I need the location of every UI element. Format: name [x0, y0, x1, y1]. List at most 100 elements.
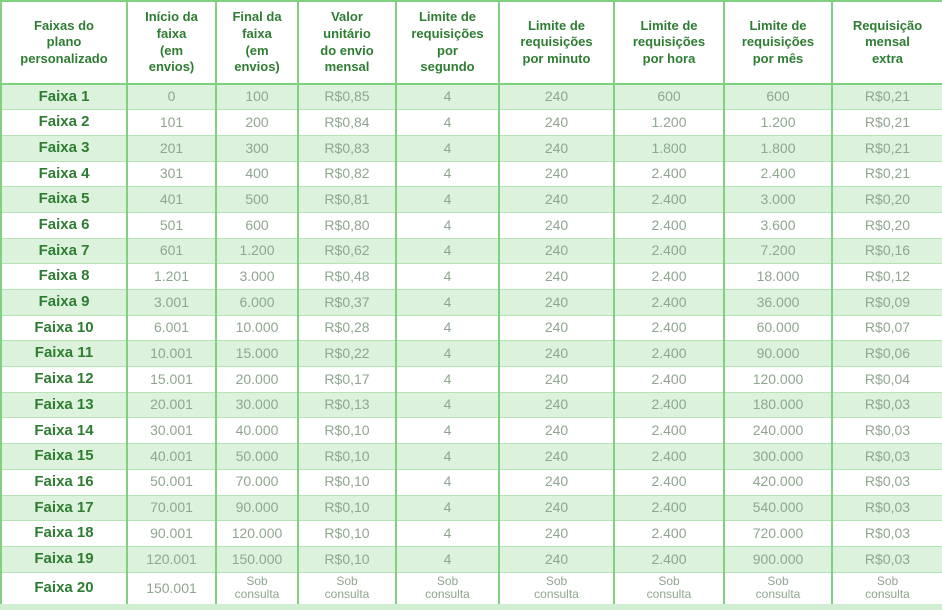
table-row: Faixa 10 6.001 10.000 R$0,28 4 240 2.400 60.000… [0, 314, 942, 342]
data-cell: R$0,03 [831, 520, 942, 547]
data-cell: R$0,22 [297, 340, 397, 368]
data-cell: R$0,62 [297, 237, 397, 265]
data-cell: R$0,10 [297, 468, 397, 496]
data-cell: 2.400 [613, 211, 725, 239]
data-cell: 150.001 [126, 571, 217, 607]
data-cell: Sob consulta [215, 571, 299, 607]
data-cell: 201 [126, 134, 217, 162]
header-cell: Faixas do plano personalizado [0, 0, 128, 85]
data-cell: 40.000 [215, 417, 299, 445]
data-cell: 4 [395, 160, 500, 188]
data-cell: R$0,10 [297, 443, 397, 470]
data-cell: 120.000 [723, 366, 833, 393]
data-cell: R$0,21 [831, 109, 942, 136]
data-cell: R$0,17 [297, 366, 397, 393]
data-cell: R$0,20 [831, 186, 942, 213]
data-cell: 4 [395, 289, 500, 316]
data-cell: R$0,12 [831, 263, 942, 290]
data-cell: 4 [395, 237, 500, 265]
data-cell: 240 [498, 366, 615, 393]
data-cell: 401 [126, 186, 217, 213]
data-cell: R$0,81 [297, 186, 397, 213]
data-cell: R$0,03 [831, 468, 942, 496]
data-cell: R$0,10 [297, 520, 397, 547]
data-cell: 2.400 [613, 237, 725, 265]
data-cell: 4 [395, 443, 500, 470]
data-cell: 2.400 [613, 186, 725, 213]
data-cell: 1.201 [126, 263, 217, 290]
data-cell: 500 [215, 186, 299, 213]
data-cell: 20.000 [215, 366, 299, 393]
row-label: Faixa 3 [0, 134, 128, 162]
data-cell: 0 [126, 83, 217, 111]
data-cell: 2.400 [613, 494, 725, 522]
table-row: Faixa 15 40.001 50.000 R$0,10 4 240 2.400 300.0… [0, 443, 942, 470]
data-cell: 240 [498, 83, 615, 111]
data-cell: Sob consulta [297, 571, 397, 607]
table-row: Faixa 17 70.001 90.000 R$0,10 4 240 2.400 540.0… [0, 494, 942, 522]
data-cell: 2.400 [613, 263, 725, 290]
data-cell: 2.400 [613, 443, 725, 470]
row-label: Faixa 9 [0, 289, 128, 316]
row-label: Faixa 1 [0, 83, 128, 111]
row-label: Faixa 17 [0, 494, 128, 522]
data-cell: 1.200 [215, 237, 299, 265]
table-row: Faixa 8 1.201 3.000 R$0,48 4 240 2.400 18.000 R$… [0, 263, 942, 290]
row-label: Faixa 18 [0, 520, 128, 547]
data-cell: R$0,85 [297, 83, 397, 111]
table-row: Faixa 16 50.001 70.000 R$0,10 4 240 2.400 420.0… [0, 468, 942, 496]
data-cell: 4 [395, 83, 500, 111]
data-cell: 240 [498, 160, 615, 188]
data-cell: R$0,21 [831, 134, 942, 162]
data-cell: Sob consulta [613, 571, 725, 607]
data-cell: 70.000 [215, 468, 299, 496]
row-label: Faixa 4 [0, 160, 128, 188]
data-cell: 600 [723, 83, 833, 111]
table-row: Faixa 9 3.001 6.000 R$0,37 4 240 2.400 36.000 R$… [0, 289, 942, 316]
data-cell: R$0,84 [297, 109, 397, 136]
data-cell: 2.400 [613, 417, 725, 445]
data-cell: 6.000 [215, 289, 299, 316]
data-cell: R$0,09 [831, 289, 942, 316]
data-cell: R$0,28 [297, 314, 397, 342]
data-cell: Sob consulta [395, 571, 500, 607]
data-cell: 4 [395, 366, 500, 393]
table-row: Faixa 19 120.001 150.000 R$0,10 4 240 2.400 900… [0, 545, 942, 573]
row-label: Faixa 5 [0, 186, 128, 213]
row-label: Faixa 6 [0, 211, 128, 239]
row-label: Faixa 14 [0, 417, 128, 445]
data-cell: 20.001 [126, 391, 217, 419]
data-cell: R$0,21 [831, 160, 942, 188]
data-cell: R$0,48 [297, 263, 397, 290]
data-cell: Sob consulta [723, 571, 833, 607]
data-cell: R$0,03 [831, 545, 942, 573]
row-label: Faixa 15 [0, 443, 128, 470]
data-cell: 501 [126, 211, 217, 239]
data-cell: 101 [126, 109, 217, 136]
data-cell: R$0,37 [297, 289, 397, 316]
data-cell: 4 [395, 314, 500, 342]
header-cell: Limite de requisições por segundo [395, 0, 500, 85]
data-cell: R$0,03 [831, 417, 942, 445]
header-cell: Limite de requisições por mês [723, 0, 833, 85]
data-cell: 150.000 [215, 545, 299, 573]
table-row: Faixa 18 90.001 120.000 R$0,10 4 240 2.400 720.… [0, 520, 942, 547]
data-cell: 18.000 [723, 263, 833, 290]
data-cell: 4 [395, 340, 500, 368]
row-label: Faixa 2 [0, 109, 128, 136]
data-cell: 2.400 [613, 314, 725, 342]
data-cell: 240 [498, 340, 615, 368]
data-cell: R$0,16 [831, 237, 942, 265]
data-cell: 600 [613, 83, 725, 111]
table-row: Faixa 12 15.001 20.000 R$0,17 4 240 2.400 120.0… [0, 366, 942, 393]
data-cell: 30.000 [215, 391, 299, 419]
table-row: Faixa 6 501 600 R$0,80 4 240 2.400 3.600 R$0,20 [0, 211, 942, 239]
data-cell: 50.000 [215, 443, 299, 470]
table-row: Faixa 4 301 400 R$0,82 4 240 2.400 2.400 R$0,21 [0, 160, 942, 188]
data-cell: 70.001 [126, 494, 217, 522]
data-cell: 36.000 [723, 289, 833, 316]
header-cell: Requisição mensal extra [831, 0, 942, 85]
row-label: Faixa 11 [0, 340, 128, 368]
data-cell: 1.800 [613, 134, 725, 162]
